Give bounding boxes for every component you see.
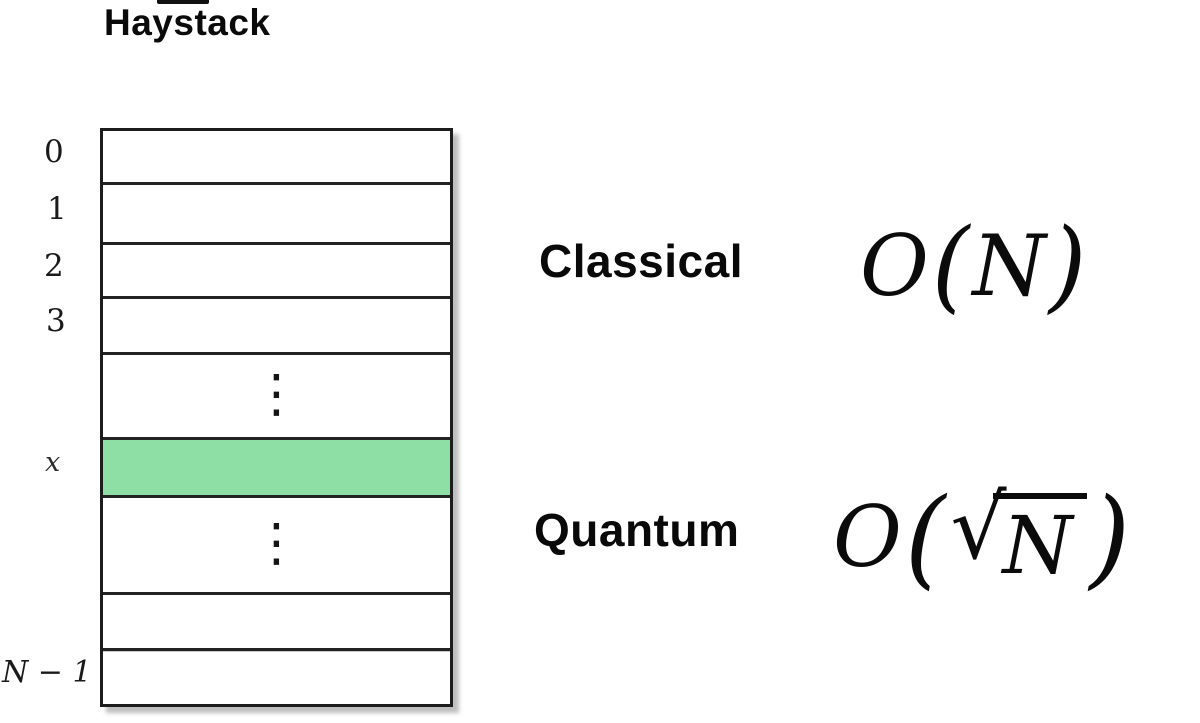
quantum-complexity-formula: O ( √ N )	[833, 474, 1133, 600]
big-o-symbol: O	[860, 217, 929, 315]
array-cell-0	[103, 131, 450, 185]
classical-label: Classical	[539, 235, 743, 287]
close-paren: )	[1089, 473, 1131, 601]
array-cell-unlabeled	[103, 595, 450, 651]
open-paren: (	[904, 473, 946, 601]
haystack-array: ⋮ ⋮	[100, 128, 453, 707]
array-cell-target	[103, 440, 450, 498]
open-paren: (	[931, 207, 970, 324]
array-cell-2	[103, 245, 450, 299]
array-cell-n-minus-1	[103, 651, 450, 704]
array-cell-1	[103, 185, 450, 245]
quantum-label: Quantum	[534, 504, 740, 556]
big-o-symbol: O	[833, 488, 902, 586]
array-cell-3	[103, 299, 450, 355]
n-symbol: N	[972, 217, 1046, 315]
array-ellipsis-bottom: ⋮	[103, 498, 450, 595]
vertical-ellipsis-icon: ⋮	[250, 512, 303, 573]
row-label-1: 1	[47, 191, 67, 227]
row-label-0: 0	[44, 134, 64, 170]
classical-complexity-formula: O ( N )	[860, 207, 1089, 324]
row-label-3: 3	[46, 303, 66, 339]
row-label-n-minus-1: N − 1	[2, 655, 92, 690]
row-label-2: 2	[44, 248, 64, 284]
row-label-target: x	[45, 447, 61, 478]
vertical-ellipsis-icon: ⋮	[250, 363, 303, 424]
array-ellipsis-top: ⋮	[103, 355, 450, 440]
page-title: Haystack	[104, 2, 271, 43]
close-paren: )	[1048, 207, 1087, 324]
square-root: √ N	[950, 484, 1087, 589]
top-edge-artifact	[157, 0, 209, 4]
n-symbol: N	[992, 493, 1087, 589]
